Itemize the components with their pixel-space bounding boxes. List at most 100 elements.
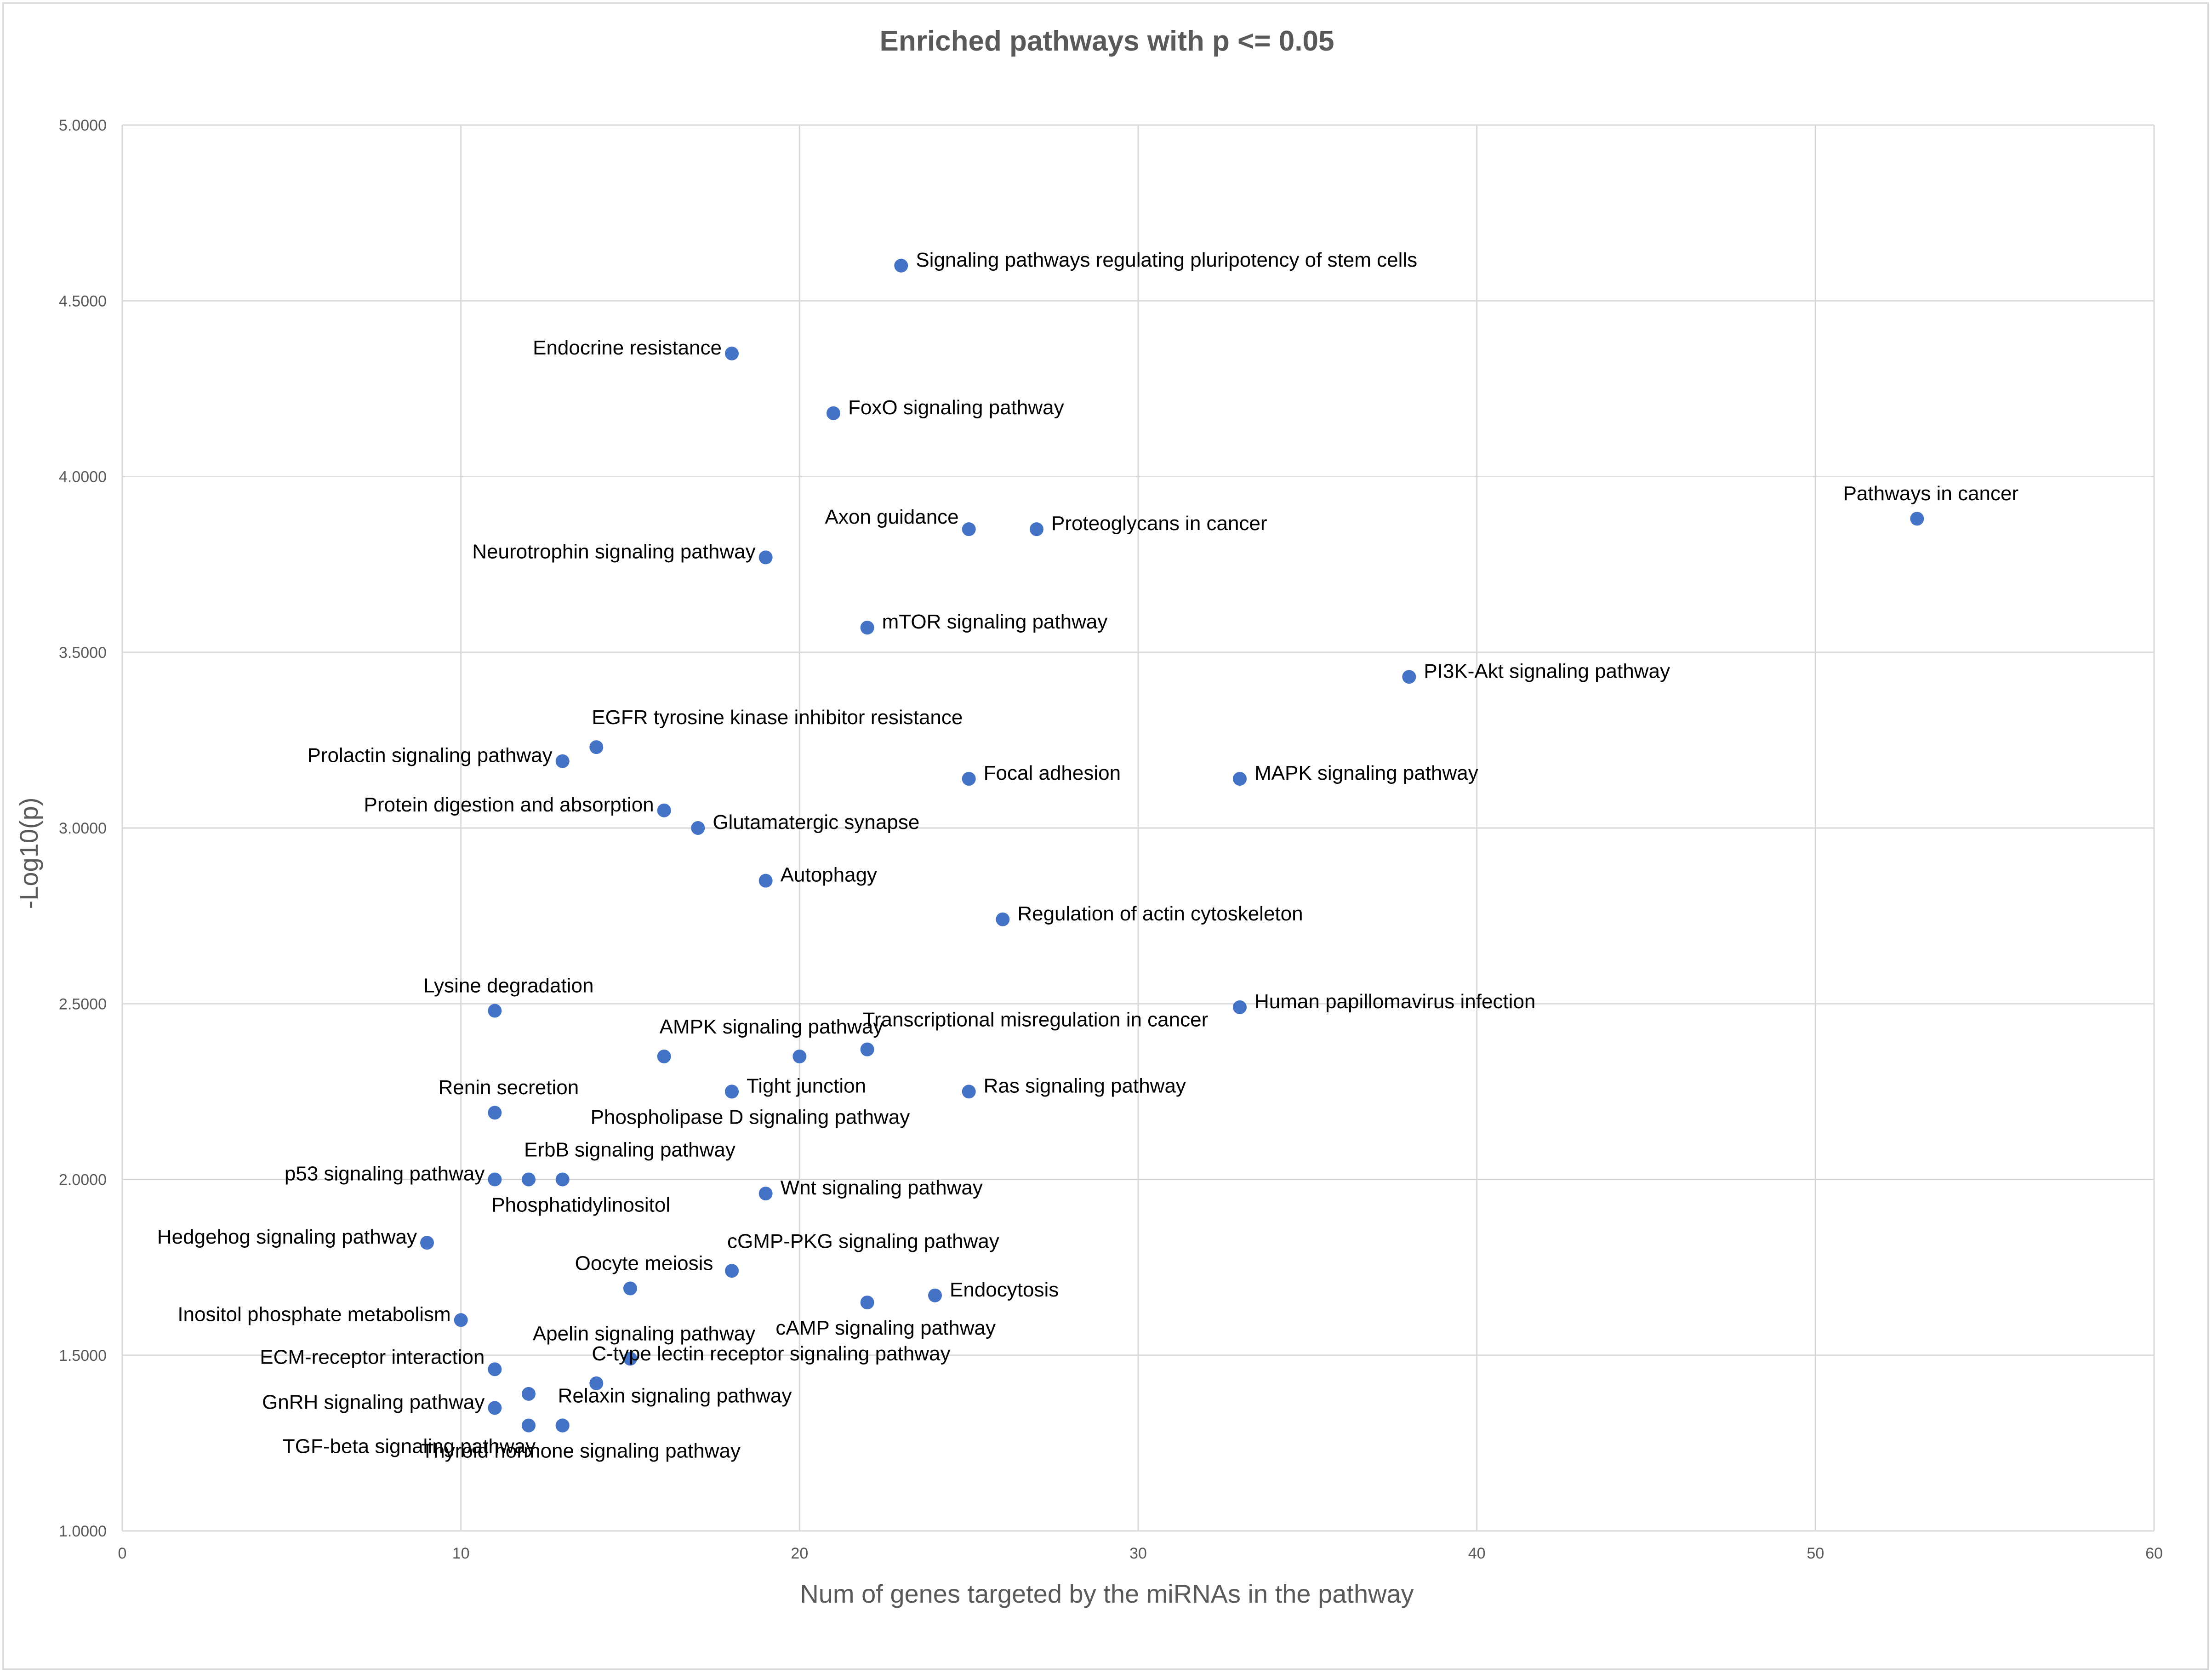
data-label: ECM-receptor interaction — [260, 1346, 485, 1368]
data-label: Prolactin signaling pathway — [307, 744, 552, 767]
data-label: Renin secretion — [438, 1076, 579, 1099]
data-label: Protein digestion and absorption — [364, 794, 654, 816]
y-tick-label: 3.5000 — [59, 644, 107, 662]
data-point — [1030, 522, 1043, 537]
data-label: FoxO signaling pathway — [848, 396, 1064, 419]
data-point — [962, 1085, 976, 1099]
data-label: Pathways in cancer — [1843, 482, 2019, 505]
data-label: Transcriptional misregulation in cancer — [863, 1009, 1209, 1031]
data-point — [522, 1418, 536, 1433]
data-label: Autophagy — [781, 864, 877, 886]
data-label: Apelin signaling pathway — [533, 1322, 755, 1345]
data-point — [691, 821, 705, 835]
x-tick-label: 60 — [2145, 1545, 2163, 1562]
data-label: PI3K-Akt signaling pathway — [1424, 660, 1670, 682]
y-tick-label: 3.0000 — [59, 820, 107, 837]
x-tick-label: 30 — [1129, 1545, 1147, 1562]
data-label: Glutamatergic synapse — [713, 811, 919, 834]
data-label: mTOR signaling pathway — [882, 611, 1108, 633]
data-point — [555, 1172, 570, 1187]
data-label: Phosphatidylinositol — [491, 1194, 670, 1216]
y-tick-label: 2.5000 — [59, 995, 107, 1013]
data-label: Tight junction — [747, 1074, 866, 1097]
data-label: Endocytosis — [950, 1279, 1059, 1301]
data-label: Neurotrophin signaling pathway — [472, 540, 755, 563]
x-tick-label: 40 — [1468, 1545, 1486, 1562]
data-point — [555, 754, 570, 768]
data-point — [996, 912, 1010, 926]
y-axis-title: -Log10(p) — [14, 798, 43, 909]
data-label: Lysine degradation — [423, 975, 593, 997]
data-point — [792, 1049, 807, 1063]
data-label: Axon guidance — [825, 506, 959, 528]
data-point — [758, 1187, 773, 1201]
data-label: ErbB signaling pathway — [524, 1139, 735, 1161]
data-point — [522, 1387, 536, 1401]
gridlines — [121, 124, 2155, 1532]
x-tick-label: 50 — [1807, 1545, 1824, 1562]
x-tick-label: 20 — [791, 1545, 808, 1562]
y-tick-label: 5.0000 — [59, 117, 107, 134]
y-tick-label: 1.0000 — [59, 1523, 107, 1540]
data-label: Hedgehog signaling pathway — [157, 1226, 417, 1248]
data-label: Regulation of actin cytoskeleton — [1017, 902, 1303, 925]
data-label: p53 signaling pathway — [285, 1163, 485, 1185]
data-point — [488, 1401, 502, 1415]
data-points — [420, 258, 1924, 1433]
tick-labels: 0 10 20 30 40 50 60 1.0000 1.5000 2.0000 2.5000 3.0… — [59, 117, 2163, 1562]
data-label: Proteoglycans in cancer — [1051, 512, 1267, 535]
data-label: Ras signaling pathway — [984, 1074, 1186, 1097]
data-point — [488, 1106, 502, 1120]
data-label: C-type lectin receptor signaling pathway — [592, 1342, 950, 1365]
data-point — [420, 1236, 434, 1250]
data-point — [555, 1418, 570, 1433]
data-point — [589, 1376, 604, 1390]
data-label: GnRH signaling pathway — [262, 1391, 485, 1413]
y-tick-label: 1.5000 — [59, 1347, 107, 1365]
data-point — [1233, 1000, 1247, 1014]
data-point — [758, 874, 773, 888]
data-label: cAMP signaling pathway — [775, 1317, 996, 1339]
data-point — [758, 550, 773, 565]
data-point — [725, 1085, 739, 1099]
data-point — [623, 1352, 637, 1366]
data-point — [725, 346, 739, 360]
data-label: Oocyte meiosis — [575, 1252, 713, 1274]
data-point — [860, 621, 874, 635]
data-label: Focal adhesion — [984, 762, 1121, 784]
data-point — [1910, 512, 1924, 526]
data-label: AMPK signaling pathway — [660, 1016, 884, 1038]
data-point — [928, 1288, 942, 1302]
data-point — [488, 1362, 502, 1376]
data-label: MAPK signaling pathway — [1254, 762, 1478, 784]
data-label: Relaxin signaling pathway — [558, 1385, 792, 1407]
scatter-chart: 0 10 20 30 40 50 60 1.0000 1.5000 2.0000 2.5000 3.0… — [14, 25, 2163, 1608]
data-label: EGFR tyrosine kinase inhibitor resistanc… — [592, 706, 963, 729]
data-point — [623, 1281, 637, 1296]
data-point — [488, 1004, 502, 1018]
data-label: Signaling pathways regulating pluripoten… — [916, 249, 1417, 271]
chart-title: Enriched pathways with p <= 0.05 — [880, 25, 1334, 57]
y-tick-label: 2.0000 — [59, 1171, 107, 1189]
data-point — [522, 1172, 536, 1187]
x-tick-label: 10 — [452, 1545, 470, 1562]
data-label: Wnt signaling pathway — [781, 1176, 983, 1199]
data-label: Human papillomavirus infection — [1254, 990, 1535, 1013]
data-point — [657, 1049, 671, 1063]
data-label: Thyroid hormone signaling pathway — [421, 1440, 741, 1462]
data-point — [454, 1313, 468, 1327]
data-point — [589, 740, 604, 754]
data-point — [657, 803, 671, 817]
data-point — [488, 1172, 502, 1187]
x-axis-title: Num of genes targeted by the miRNAs in t… — [800, 1579, 1414, 1608]
data-label: TGF-beta signaling pathway — [283, 1435, 536, 1458]
data-point — [962, 522, 976, 537]
data-point — [860, 1296, 874, 1310]
y-tick-label: 4.0000 — [59, 468, 107, 486]
data-point — [894, 258, 908, 273]
x-tick-label: 0 — [118, 1545, 127, 1562]
data-labels: Signaling pathways regulating pluripoten… — [157, 249, 2018, 1462]
data-point — [1402, 670, 1416, 684]
data-label: cGMP-PKG signaling pathway — [727, 1230, 999, 1252]
